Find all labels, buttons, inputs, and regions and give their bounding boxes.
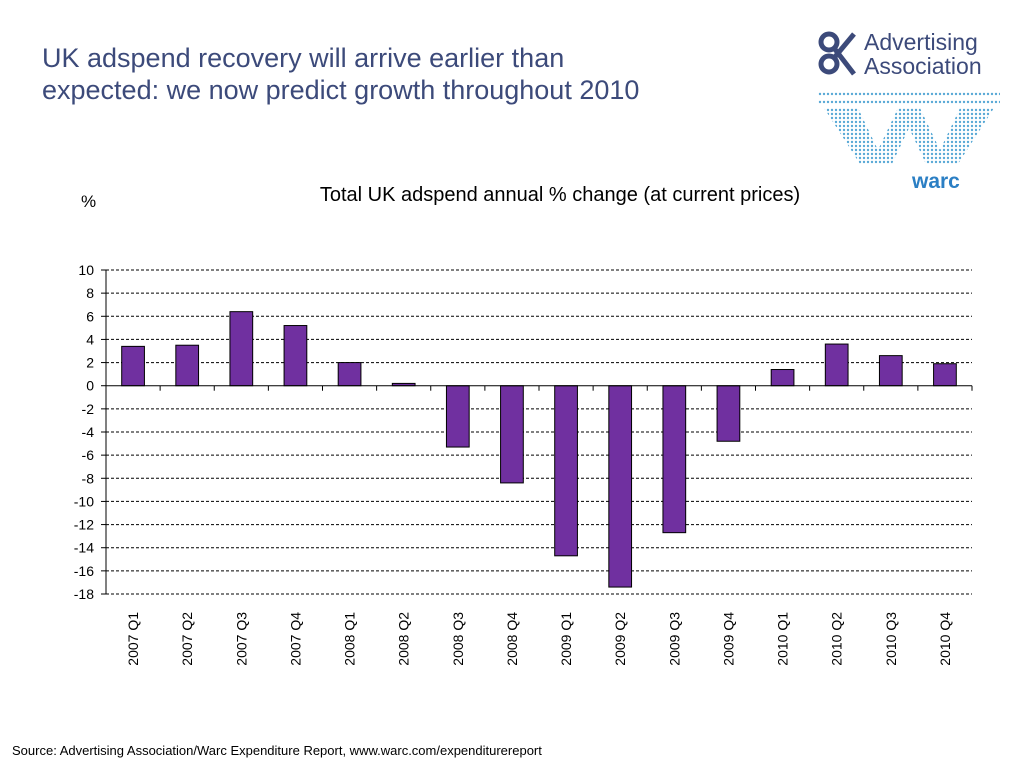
- y-tick-label: 6: [86, 308, 94, 324]
- y-tick-label: -12: [74, 517, 94, 533]
- x-tick-label: 2008 Q4: [504, 612, 520, 666]
- bar: [445, 385, 470, 448]
- y-tick-label: -16: [74, 563, 94, 579]
- bar: [229, 311, 254, 387]
- slide-title: UK adspend recovery will arrive earlier …: [42, 43, 640, 105]
- x-tick-label: 2010 Q3: [883, 612, 899, 666]
- bar: [824, 343, 849, 387]
- x-tick-label: 2009 Q3: [666, 612, 682, 666]
- x-tick-label: 2009 Q1: [558, 612, 574, 666]
- bar: [283, 325, 308, 387]
- y-tick-label: -6: [82, 447, 95, 463]
- y-tick-label: 10: [78, 262, 94, 278]
- x-tick-label: 2009 Q4: [720, 612, 736, 666]
- bar: [554, 385, 578, 557]
- logo-line-2: Association: [864, 53, 982, 79]
- x-tick-label: 2007 Q2: [179, 612, 195, 666]
- y-tick-label: -14: [74, 540, 94, 556]
- y-tick-label: -18: [74, 586, 94, 602]
- x-tick-label: 2010 Q1: [775, 612, 791, 666]
- warc-wordmark: warc: [912, 170, 960, 193]
- y-tick-label: 8: [86, 285, 94, 301]
- bar: [662, 385, 687, 534]
- y-tick-label: -10: [74, 493, 94, 509]
- x-tick-label: 2008 Q1: [342, 612, 358, 666]
- chart-title: Total UK adspend annual % change (at cur…: [319, 184, 801, 206]
- bar: [337, 362, 362, 387]
- y-tick-label: -4: [82, 424, 95, 440]
- y-tick-label: 4: [86, 331, 94, 347]
- axes: [105, 270, 973, 594]
- bar: [175, 344, 200, 387]
- y-tick-label: 0: [86, 378, 94, 394]
- x-tick-label: 2008 Q2: [396, 612, 412, 666]
- bars: [121, 311, 957, 588]
- logo-line-1: Advertising: [864, 29, 978, 55]
- advertising-association-mark-icon: [818, 31, 856, 76]
- bar: [716, 385, 741, 442]
- x-tick-label: 2010 Q4: [937, 612, 953, 666]
- y-tick-label: 2: [86, 355, 94, 371]
- bar: [500, 385, 524, 484]
- y-tick-labels: 10 8 6 4 2 0 -2 -4 -6 -8 -10 -12 -14 -16 -18: [74, 262, 94, 602]
- source-note: Source: Advertising Association/Warc Exp…: [12, 743, 542, 758]
- bar: [933, 363, 957, 387]
- y-axis-unit-label: %: [81, 192, 97, 211]
- x-tick-label: 2010 Q2: [829, 612, 845, 666]
- x-tick-label: 2007 Q1: [125, 612, 141, 666]
- advertising-association-logo: Advertising Association: [818, 28, 1003, 80]
- x-tick-label: 2008 Q3: [450, 612, 466, 666]
- warc-logo-icon: [818, 92, 1000, 164]
- y-tick-label: -2: [82, 401, 95, 417]
- bar: [878, 355, 903, 387]
- x-tick-labels: 2007 Q1 2007 Q2 2007 Q3 2007 Q4 2008 Q1 2008 …: [125, 612, 953, 666]
- x-tick-label: 2007 Q3: [233, 612, 249, 666]
- y-tick-label: -8: [82, 470, 95, 486]
- bar: [121, 345, 145, 387]
- x-tick-label: 2009 Q2: [612, 612, 628, 666]
- x-tick-label: 2007 Q4: [287, 612, 303, 666]
- bar: [608, 385, 633, 588]
- bar: [770, 369, 795, 387]
